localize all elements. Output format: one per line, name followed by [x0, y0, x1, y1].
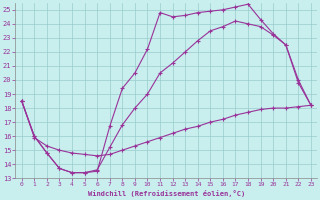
X-axis label: Windchill (Refroidissement éolien,°C): Windchill (Refroidissement éolien,°C) [88, 190, 245, 197]
